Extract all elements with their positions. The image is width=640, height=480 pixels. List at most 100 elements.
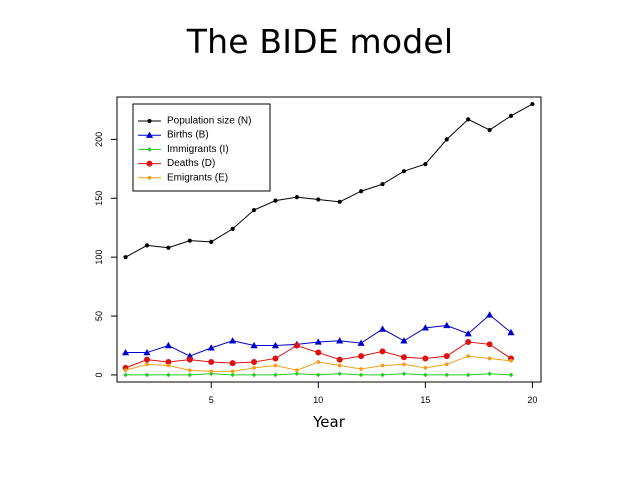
data-point [272, 355, 279, 362]
data-point [121, 348, 130, 356]
data-point [273, 198, 278, 203]
data-point [465, 372, 471, 378]
data-point [380, 182, 385, 187]
data-point [252, 365, 256, 370]
data-point [271, 341, 280, 349]
x-tick-label: 15 [420, 395, 430, 405]
data-point [464, 330, 472, 337]
data-point [230, 369, 235, 374]
data-point [423, 162, 428, 167]
data-point [294, 368, 299, 373]
legend-label: Immigrants (I) [167, 144, 229, 155]
data-point [186, 352, 194, 359]
data-point [164, 341, 172, 349]
x-tick-label: 20 [527, 395, 537, 405]
data-point [401, 169, 407, 174]
data-point [251, 207, 257, 213]
x-axis-label: Year [312, 413, 346, 431]
data-point [229, 360, 236, 367]
data-point [336, 337, 344, 344]
data-point [465, 338, 472, 345]
data-point [400, 354, 407, 361]
data-point [250, 341, 258, 349]
data-point [187, 238, 192, 243]
data-point [315, 349, 322, 356]
data-point [143, 348, 151, 356]
data-point [294, 195, 299, 200]
y-tick-label: 150 [94, 191, 104, 206]
legend-marker [147, 118, 152, 124]
data-point [487, 356, 492, 361]
data-point [144, 243, 150, 248]
data-point [443, 353, 450, 360]
data-point [509, 358, 513, 363]
data-point [487, 371, 492, 377]
series-1 [121, 311, 515, 359]
data-point [251, 358, 258, 365]
y-tick-label: 50 [94, 311, 104, 321]
data-point [487, 127, 492, 133]
data-point [421, 324, 429, 331]
data-point [165, 358, 172, 365]
data-point [423, 372, 428, 378]
data-point [316, 197, 321, 202]
data-point [359, 189, 364, 194]
data-point [508, 113, 514, 118]
data-point [357, 339, 365, 346]
slide-title: The BIDE model [186, 22, 454, 61]
legend-item: Immigrants (I) [138, 144, 229, 155]
legend-marker [147, 147, 152, 152]
legend-marker [145, 131, 154, 138]
data-point [186, 356, 193, 363]
data-point [229, 337, 237, 344]
data-point [187, 372, 193, 378]
data-point [402, 362, 406, 367]
data-point [486, 341, 493, 348]
series-lines [121, 101, 535, 378]
data-point [444, 137, 449, 142]
data-point [423, 365, 428, 370]
data-point [315, 372, 321, 378]
y-tick-label: 100 [94, 250, 104, 265]
x-tick-label: 10 [313, 395, 323, 405]
legend-marker [147, 175, 152, 180]
data-point [294, 371, 300, 377]
legend-label: Births (B) [167, 130, 209, 141]
legend-label: Population size (N) [167, 116, 251, 127]
series-line [125, 103, 533, 258]
data-point [209, 369, 214, 374]
data-point [123, 368, 128, 373]
data-point [166, 363, 171, 368]
data-point [123, 372, 128, 378]
data-point [530, 101, 535, 107]
legend-item: Population size (N) [138, 116, 251, 127]
series-4 [123, 354, 513, 374]
data-point [444, 372, 450, 378]
data-point [166, 245, 171, 250]
data-point [358, 353, 365, 360]
data-point [123, 255, 128, 260]
data-point [359, 367, 364, 371]
data-point [145, 362, 149, 367]
data-point [507, 328, 515, 336]
data-point [166, 372, 171, 378]
series-2 [123, 371, 514, 378]
data-point [444, 362, 449, 367]
x-tick-label: 5 [209, 395, 214, 405]
data-point [316, 360, 321, 364]
data-point [144, 372, 150, 378]
data-point [337, 363, 342, 368]
data-point [400, 337, 408, 344]
data-point [207, 344, 215, 351]
data-point [380, 363, 385, 368]
data-point [143, 356, 150, 363]
data-point [466, 354, 471, 358]
legend: Population size (N) Births (B) Immigrants … [132, 103, 271, 192]
data-point [230, 372, 235, 378]
legend-marker [146, 160, 153, 167]
data-point [314, 338, 322, 345]
data-point [336, 356, 343, 363]
legend-label: Deaths (D) [167, 158, 215, 169]
data-point [380, 372, 385, 378]
